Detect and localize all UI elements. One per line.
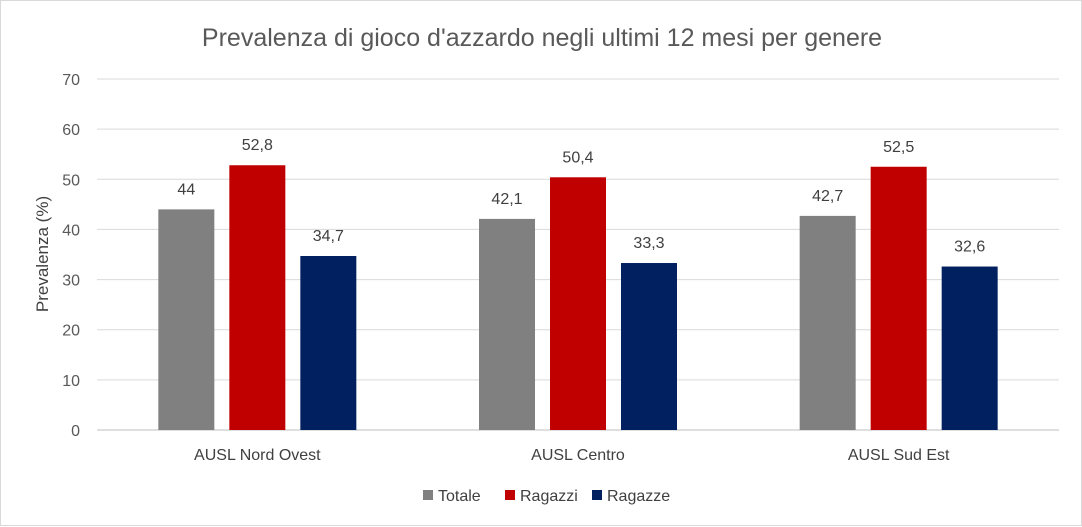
bar-totale — [799, 215, 856, 430]
bar-ragazze — [300, 256, 357, 430]
legend-swatch-ragazzi — [505, 490, 515, 500]
data-label: 32,6 — [954, 239, 985, 256]
y-tick-label: 60 — [62, 122, 80, 139]
legend-label-totale: Totale — [438, 488, 481, 505]
y-tick-label: 40 — [62, 222, 80, 239]
legend: Totale Ragazzi Ragazze — [423, 488, 670, 505]
bars — [158, 165, 998, 430]
category-label: AUSL Nord Ovest — [194, 447, 321, 464]
data-label: 44 — [177, 181, 195, 198]
legend-label-ragazzi: Ragazzi — [520, 488, 578, 505]
data-label: 33,3 — [633, 235, 664, 252]
bar-ragazzi — [229, 165, 286, 430]
legend-swatch-ragazze — [592, 490, 602, 500]
legend-label-ragazze: Ragazze — [607, 488, 670, 505]
chart-title: Prevalenza di gioco d'azzardo negli ulti… — [202, 24, 882, 52]
data-label: 52,8 — [242, 137, 273, 154]
y-tick-label: 50 — [62, 172, 80, 189]
bar-ragazze — [621, 263, 677, 430]
bar-ragazzi — [550, 177, 606, 430]
legend-swatch-totale — [423, 490, 433, 500]
y-tick-label: 30 — [62, 273, 80, 290]
bar-totale — [479, 218, 535, 430]
y-tick-label: 0 — [71, 423, 80, 440]
y-tick-label: 70 — [62, 72, 80, 89]
y-axis-ticks: 0 10 20 30 40 50 60 70 — [62, 72, 80, 440]
bar-totale — [158, 209, 215, 430]
y-tick-label: 20 — [62, 323, 80, 340]
bar-ragazzi — [870, 166, 927, 430]
data-label: 42,7 — [812, 188, 843, 205]
y-axis-title: Prevalenza (%) — [33, 196, 52, 312]
data-label: 50,4 — [562, 149, 593, 166]
data-labels: 44 52,8 34,7 42,1 50,4 33,3 42,7 52,5 32,6 — [177, 137, 985, 255]
y-tick-label: 10 — [62, 373, 80, 390]
data-label: 52,5 — [883, 139, 914, 156]
bar-ragazze — [941, 266, 998, 430]
data-label: 42,1 — [491, 191, 522, 208]
x-axis-categories: AUSL Nord Ovest AUSL Centro AUSL Sud Est — [194, 447, 950, 464]
category-label: AUSL Sud Est — [848, 447, 950, 464]
category-label: AUSL Centro — [531, 447, 625, 464]
data-label: 34,7 — [313, 228, 344, 245]
